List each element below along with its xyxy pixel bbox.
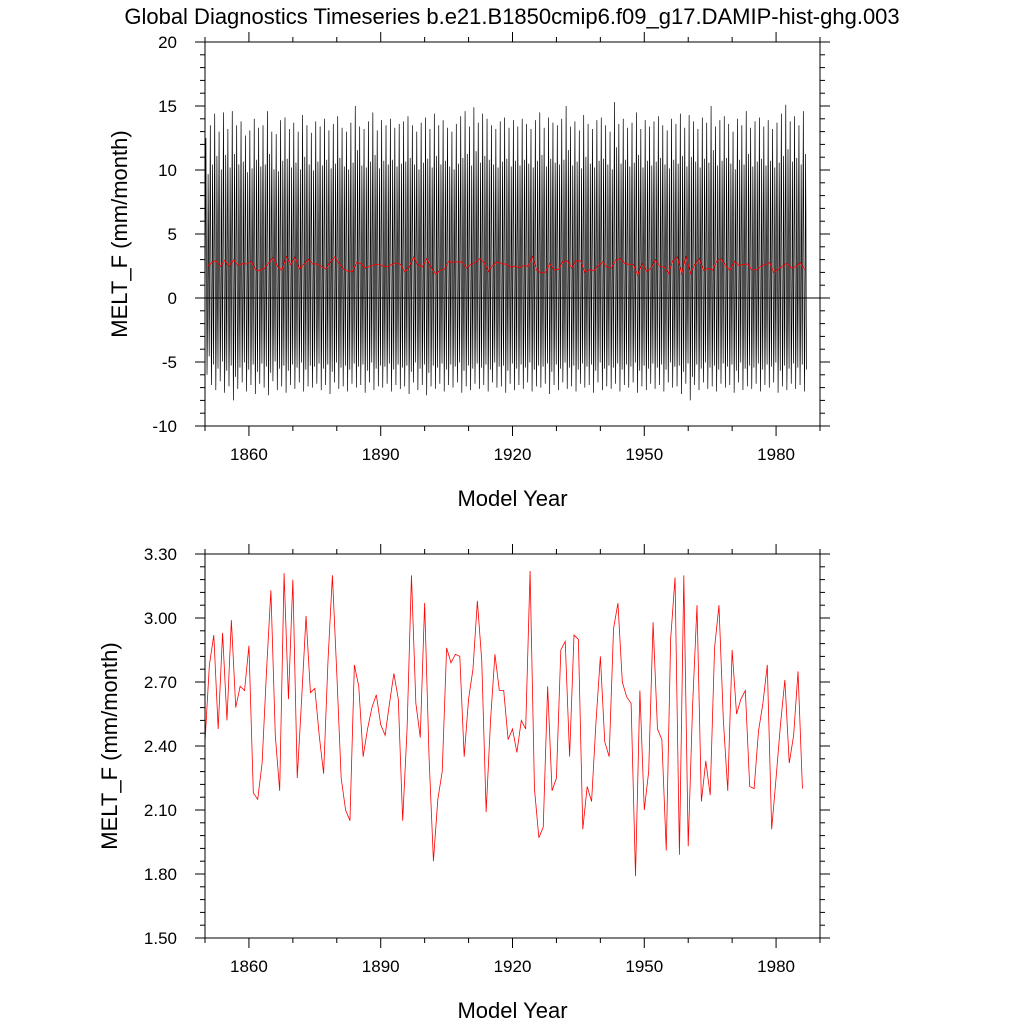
bottom-x-tick-label: 1950 <box>625 957 663 976</box>
monthly-series-line <box>204 102 807 401</box>
bottom-x-tick-label: 1860 <box>230 957 268 976</box>
bottom-axis-ticks <box>195 544 830 948</box>
monthly-series-path <box>204 102 807 401</box>
bottom-y-tick-label: 1.80 <box>144 865 177 884</box>
top-x-tick-label: 1920 <box>494 445 532 464</box>
top-y-tick-label: -10 <box>152 417 177 436</box>
figure-title: Global Diagnostics Timeseries b.e21.B185… <box>124 4 899 29</box>
bottom-tick-labels: 1860 1890 1920 1950 1980 1.50 1.80 2.10 2.40 2.70… <box>144 545 795 976</box>
top-y-axis-label: MELT_F (mm/month) <box>107 130 132 337</box>
top-axis-ticks <box>195 32 830 436</box>
top-y-tick-label: 15 <box>158 97 177 116</box>
annual-mean-path-bottom <box>204 571 803 877</box>
bottom-plot-frame <box>204 553 821 939</box>
bottom-x-tick-label: 1920 <box>494 957 532 976</box>
bottom-y-axis-label: MELT_F (mm/month) <box>97 642 122 849</box>
top-y-tick-label: 5 <box>168 225 177 244</box>
top-y-tick-label: 0 <box>168 289 177 308</box>
annual-mean-path-top <box>206 255 806 277</box>
top-panel: 1860 1890 1920 1950 1980 -10 -5 0 5 10 15 20 Model … <box>107 32 830 511</box>
bottom-x-tick-label: 1980 <box>757 957 795 976</box>
bottom-y-tick-label: 1.50 <box>144 929 177 948</box>
top-tick-labels: 1860 1890 1920 1950 1980 -10 -5 0 5 10 15 20 <box>152 33 795 464</box>
top-x-tick-label: 1860 <box>230 445 268 464</box>
bottom-y-tick-label: 3.00 <box>144 609 177 628</box>
top-y-tick-label: 10 <box>158 161 177 180</box>
annual-mean-series-line <box>204 571 803 877</box>
bottom-panel: 1860 1890 1920 1950 1980 1.50 1.80 2.10 2.40 2.70… <box>97 544 830 1023</box>
annual-mean-series-line <box>206 255 806 277</box>
top-x-tick-label: 1890 <box>362 445 400 464</box>
bottom-x-tick-label: 1890 <box>362 957 400 976</box>
bottom-y-tick-label: 2.70 <box>144 673 177 692</box>
bottom-y-tick-label: 2.40 <box>144 737 177 756</box>
top-plot-frame <box>204 41 821 427</box>
top-x-tick-label: 1950 <box>625 445 663 464</box>
top-y-tick-label: 20 <box>158 33 177 52</box>
bottom-y-tick-label: 2.10 <box>144 801 177 820</box>
top-y-tick-label: -5 <box>162 353 177 372</box>
top-x-tick-label: 1980 <box>757 445 795 464</box>
top-x-axis-label: Model Year <box>457 486 567 511</box>
bottom-x-axis-label: Model Year <box>457 998 567 1023</box>
bottom-y-tick-label: 3.30 <box>144 545 177 564</box>
